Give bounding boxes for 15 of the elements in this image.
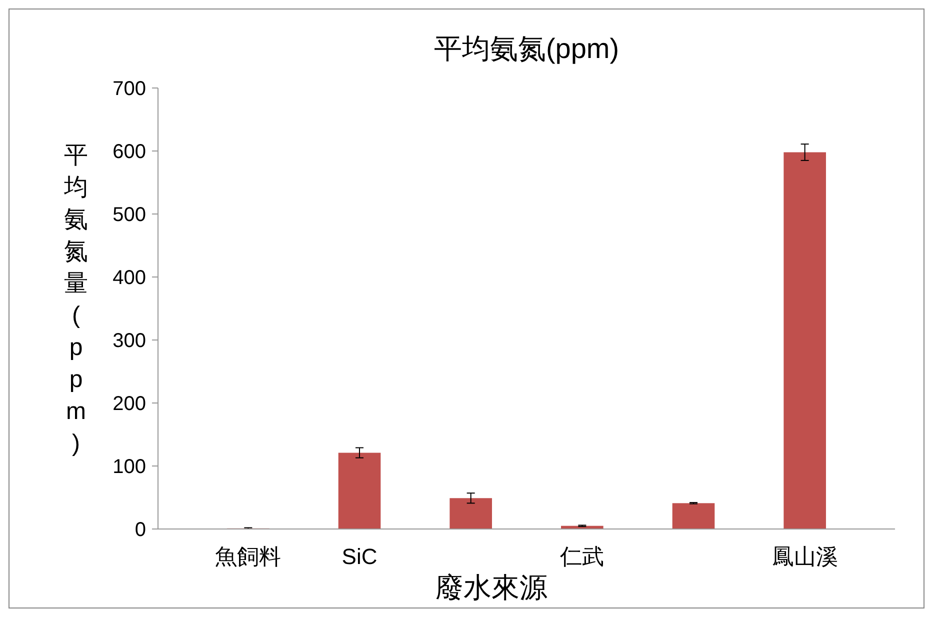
y-tick-label: 700 (112, 78, 146, 100)
y-tick-label: 500 (112, 204, 146, 226)
y-tick-label: 300 (112, 330, 146, 352)
y-tick-label: 0 (134, 519, 146, 541)
text: 平均氨氮量(ppm) (64, 142, 88, 457)
x-tick-label: 魚飼料 (215, 544, 282, 569)
y-tick-label: 100 (112, 456, 146, 478)
x-tick-label: 仁武 (559, 544, 604, 569)
y-tick-label: 600 (112, 141, 146, 163)
x-tick-label: SiC (342, 544, 378, 569)
x-tick-label: 鳳山溪 (772, 544, 838, 569)
chart-title: 平均氨氮(ppm) (434, 33, 620, 64)
y-tick-label: 400 (112, 267, 146, 289)
x-axis-title: 廢水來源 (436, 572, 548, 603)
y-tick-label: 200 (112, 393, 146, 415)
